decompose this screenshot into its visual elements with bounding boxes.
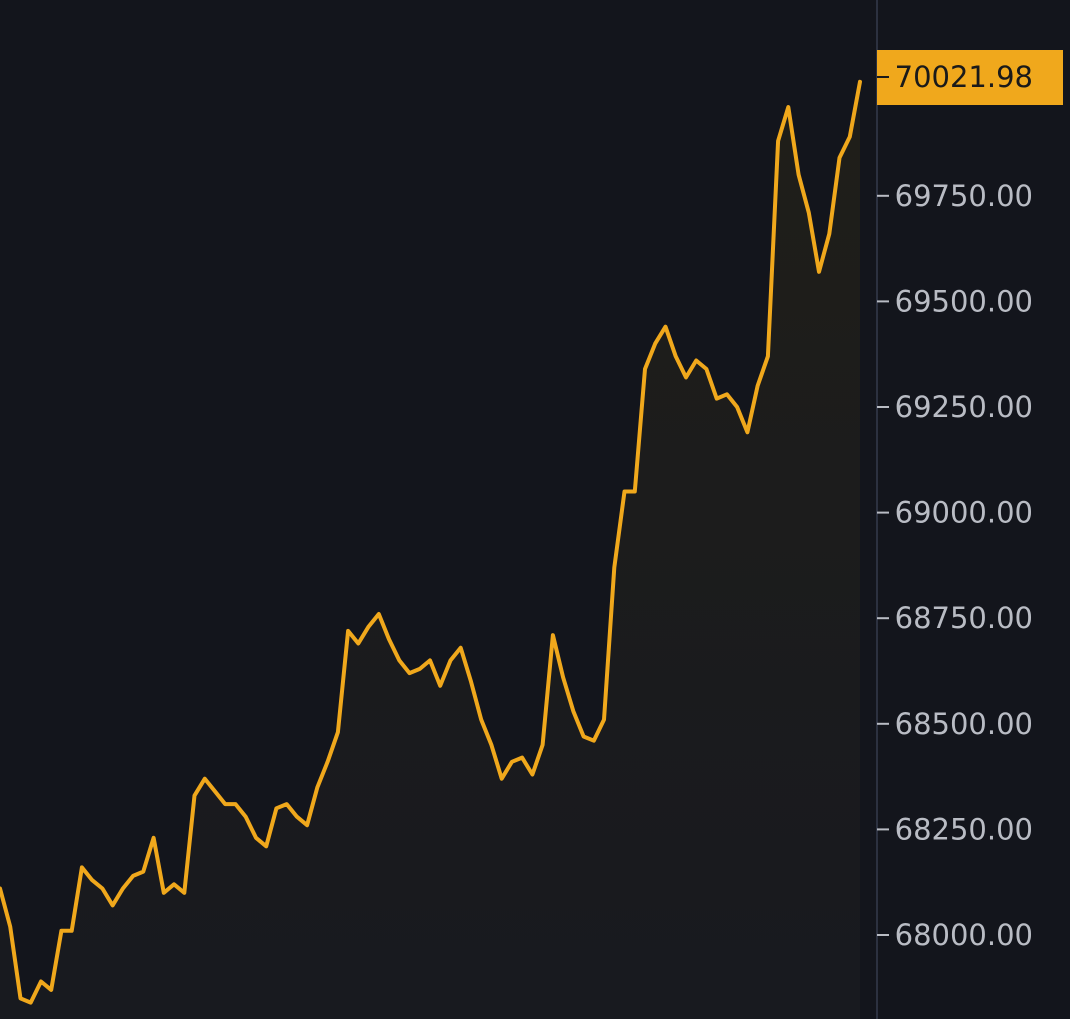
y-axis-tick-label: 69500.00 xyxy=(895,284,1033,318)
series-area-fill xyxy=(0,81,860,1019)
price-series-line xyxy=(0,79,862,1005)
y-axis-tick-label: 68250.00 xyxy=(895,812,1033,846)
last-price-badge xyxy=(877,50,1063,105)
y-axis-tick-label: 69000.00 xyxy=(895,496,1033,530)
y-axis-tick-label: 69750.00 xyxy=(895,179,1033,213)
y-axis-tick-label: 68000.00 xyxy=(895,918,1033,952)
y-axis-tick-label: 68500.00 xyxy=(895,707,1033,741)
last-price-label: 70021.98 xyxy=(895,60,1033,94)
y-axis-tick-label: 68750.00 xyxy=(895,601,1033,635)
y-axis-tick-label: 69250.00 xyxy=(895,390,1033,424)
